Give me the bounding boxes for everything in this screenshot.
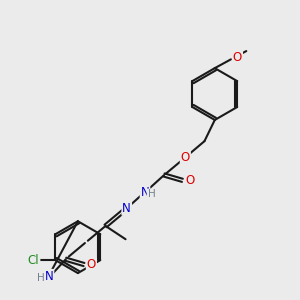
Text: N: N — [141, 186, 149, 199]
Text: H: H — [148, 190, 155, 200]
Text: N: N — [122, 202, 131, 215]
Text: Cl: Cl — [28, 254, 39, 267]
Text: O: O — [233, 51, 242, 64]
Text: O: O — [181, 151, 190, 164]
Text: N: N — [45, 270, 53, 283]
Text: O: O — [185, 174, 194, 187]
Text: H: H — [38, 273, 45, 283]
Text: O: O — [87, 258, 96, 271]
